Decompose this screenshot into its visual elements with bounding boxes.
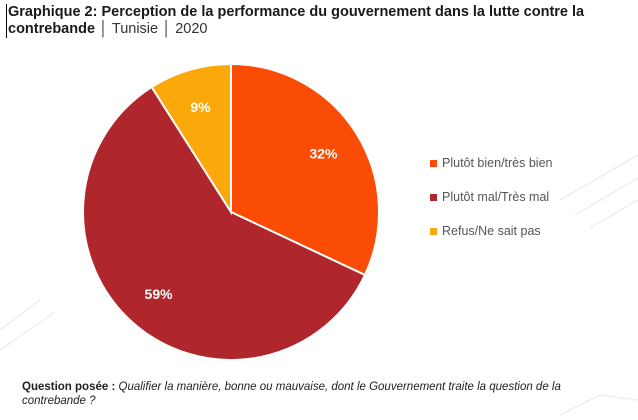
legend-label: Plutôt bien/très bien: [442, 156, 553, 170]
chart-title-country: Tunisie: [111, 21, 159, 37]
legend-item: Refus/Ne sait pas: [430, 223, 560, 240]
pie-slice: [150, 62, 232, 216]
data-label: 59%: [145, 286, 174, 302]
survey-question: Question posée : Qualifier la manière, b…: [22, 380, 622, 408]
question-label: Question posée :: [22, 381, 116, 393]
chart-title: Graphique 2: Perception de la performanc…: [6, 4, 630, 38]
legend-label: Refus/Ne sait pas: [442, 224, 541, 238]
legend-item: Plutôt bien/très bien: [430, 155, 560, 172]
chart-title-main: Graphique 2: Perception de la performanc…: [8, 4, 585, 37]
data-label: 32%: [309, 145, 338, 161]
data-label: 9%: [190, 99, 211, 115]
pie-slice: [82, 85, 367, 361]
chart-title-year: 2020: [175, 21, 208, 37]
legend-swatch: [430, 194, 437, 201]
legend-label: Plutôt mal/Très mal: [442, 190, 550, 204]
title-separator: │: [162, 21, 172, 37]
legend-swatch: [430, 160, 437, 167]
title-separator: │: [99, 21, 109, 37]
legend-item: Plutôt mal/Très mal: [430, 189, 560, 206]
question-text: Qualifier la manière, bonne ou mauvaise,…: [22, 381, 561, 407]
pie-slice: [230, 62, 380, 277]
legend-swatch: [430, 228, 437, 235]
chart-legend: Plutôt bien/très bien Plutôt mal/Très ma…: [430, 155, 560, 257]
